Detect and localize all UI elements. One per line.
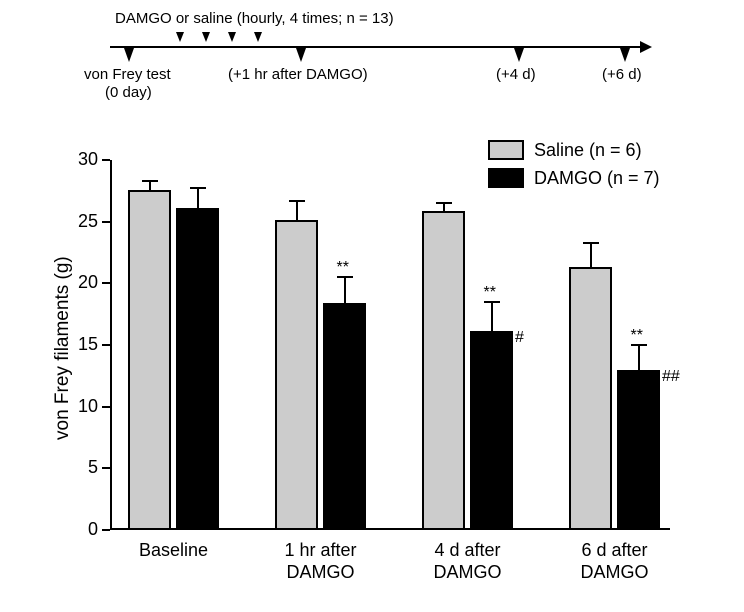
y-tick-label: 15 [58, 334, 98, 355]
y-tick [102, 221, 110, 223]
y-tick-label: 10 [58, 396, 98, 417]
significance-hash: ## [662, 368, 680, 386]
injection-arrow [202, 32, 210, 42]
bar-damgo [176, 208, 219, 530]
y-tick-label: 30 [58, 149, 98, 170]
x-category-label-line: DAMGO [402, 562, 533, 584]
timeline-diagram: DAMGO or saline (hourly, 4 times; n = 13… [110, 10, 670, 120]
significance-star: ** [337, 259, 349, 277]
timeline-label-6d: (+6 d) [602, 66, 642, 83]
error-bar [638, 345, 640, 370]
timeline-label-4d: (+4 d) [496, 66, 536, 83]
bar-saline [128, 190, 171, 530]
error-cap [190, 187, 206, 189]
injection-arrow [176, 32, 184, 42]
significance-hash: # [515, 329, 524, 347]
injection-arrow [254, 32, 262, 42]
error-bar [590, 243, 592, 268]
x-category-label-line: Baseline [108, 540, 239, 562]
test-arrow-6d [620, 48, 630, 62]
y-tick [102, 529, 110, 531]
error-cap [142, 180, 158, 182]
x-category-label-line: DAMGO [255, 562, 386, 584]
error-cap [436, 202, 452, 204]
bar-saline [275, 220, 318, 530]
figure-root: DAMGO or saline (hourly, 4 times; n = 13… [0, 0, 744, 612]
bar-damgo [470, 331, 513, 530]
x-category-label: Baseline [108, 540, 239, 562]
y-tick-label: 25 [58, 211, 98, 232]
error-bar [344, 277, 346, 303]
y-tick-label: 5 [58, 457, 98, 478]
x-category-label-line: 6 d after [549, 540, 680, 562]
y-tick-label: 20 [58, 272, 98, 293]
bar-chart: von Frey filaments (g) 051015202530Basel… [110, 160, 670, 530]
x-category-label-line: 1 hr after [255, 540, 386, 562]
timeline-title: DAMGO or saline (hourly, 4 times; n = 13… [115, 10, 394, 27]
test-arrow-1hr [296, 48, 306, 62]
y-tick [102, 406, 110, 408]
significance-star: ** [484, 284, 496, 302]
error-cap [289, 200, 305, 202]
legend-label-saline: Saline (n = 6) [534, 140, 642, 161]
bar-saline [422, 211, 465, 530]
legend-swatch-saline [488, 140, 524, 160]
y-tick-label: 0 [58, 519, 98, 540]
y-axis [110, 160, 112, 530]
timeline-label-1hr: (+1 hr after DAMGO) [228, 66, 368, 83]
error-cap [583, 242, 599, 244]
bar-damgo [617, 370, 660, 530]
error-bar [149, 181, 151, 190]
x-category-label-line: DAMGO [549, 562, 680, 584]
timeline-axis [110, 46, 640, 48]
bar-damgo [323, 303, 366, 530]
error-bar [491, 302, 493, 332]
y-tick [102, 467, 110, 469]
timeline-label-baseline-1: von Frey test [84, 66, 171, 83]
x-category-label: 6 d afterDAMGO [549, 540, 680, 583]
test-arrow-baseline [124, 48, 134, 62]
y-tick [102, 344, 110, 346]
significance-star: ** [631, 327, 643, 345]
error-bar [443, 203, 445, 210]
x-category-label: 4 d afterDAMGO [402, 540, 533, 583]
y-tick [102, 282, 110, 284]
y-tick [102, 159, 110, 161]
timeline-arrowhead [640, 41, 652, 53]
error-bar [296, 201, 298, 221]
error-bar [197, 188, 199, 208]
timeline-label-baseline-2: (0 day) [105, 84, 152, 101]
injection-arrow [228, 32, 236, 42]
x-category-label: 1 hr afterDAMGO [255, 540, 386, 583]
bar-saline [569, 267, 612, 530]
x-category-label-line: 4 d after [402, 540, 533, 562]
test-arrow-4d [514, 48, 524, 62]
